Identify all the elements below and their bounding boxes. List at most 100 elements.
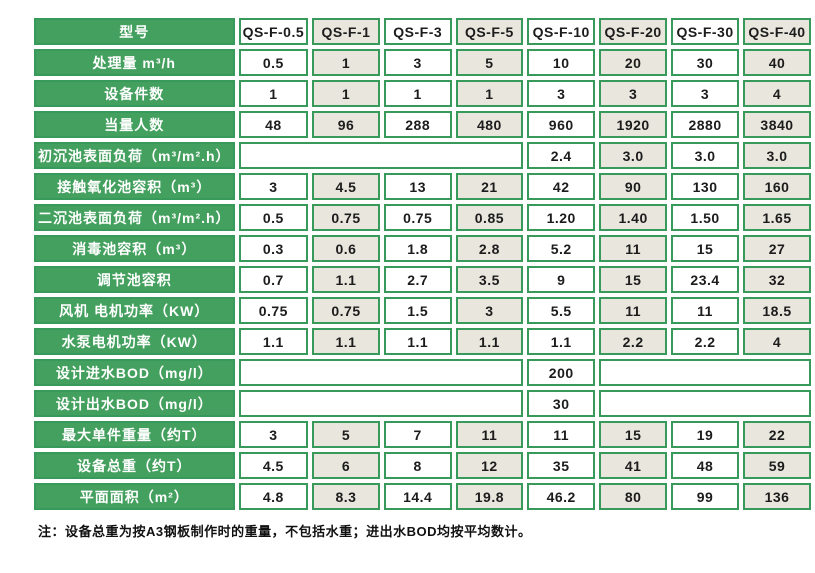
row-label: 设计出水BOD（mg/l） [34,390,235,417]
page: 型号 QS-F-0.5 QS-F-1 QS-F-3 QS-F-5 QS-F-10 QS-F-… [30,14,815,539]
value-cell: 0.5 [238,204,309,231]
value-cell: 0.75 [238,297,309,324]
value-cell: 2.7 [383,266,452,293]
value-cell: 2.2 [671,328,740,355]
table-row: 消毒池容积（m³） 0.3 0.6 1.8 2.8 5.2 11 15 27 [34,235,811,262]
value-cell: 1.8 [383,235,452,262]
row-label: 二沉池表面负荷（m³/m².h） [34,204,235,231]
value-cell: 1.5 [383,297,452,324]
value-cell: 960 [527,111,596,138]
value-cell: 1.1 [527,328,596,355]
value-cell: 3840 [743,111,811,138]
value-cell: 3 [455,297,524,324]
value-cell: 136 [743,483,811,510]
value-cell: 80 [599,483,668,510]
value-cell: 0.75 [383,204,452,231]
value-cell: 15 [599,266,668,293]
value-cell: 0.5 [238,49,309,76]
value-cell: 11 [455,421,524,448]
table-row: 设备件数 1 1 1 1 3 3 3 4 [34,80,811,107]
table-row: 最大单件重量（约T） 3 5 7 11 11 15 19 22 [34,421,811,448]
value-cell: 96 [312,111,380,138]
value-cell: 5.2 [527,235,596,262]
value-cell: 15 [599,421,668,448]
value-cell: 4 [743,80,811,107]
value-cell: 11 [671,297,740,324]
row-label: 最大单件重量（约T） [34,421,235,448]
value-cell: 1.1 [312,266,380,293]
value-cell: 8.3 [312,483,380,510]
value-cell: 14.4 [383,483,452,510]
value-cell: 1.1 [312,328,380,355]
value-cell: 480 [455,111,524,138]
table-row: 调节池容积 0.7 1.1 2.7 3.5 9 15 23.4 32 [34,266,811,293]
value-cell: 4.5 [312,173,380,200]
value-cell: 5 [312,421,380,448]
value-cell: 90 [599,173,668,200]
value-cell: 4.5 [238,452,309,479]
table-row: 水泵电机功率（KW） 1.1 1.1 1.1 1.1 1.1 2.2 2.2 4 [34,328,811,355]
value-cell: 48 [238,111,309,138]
value-cell: 27 [743,235,811,262]
value-cell: 8 [383,452,452,479]
value-cell: 41 [599,452,668,479]
value-cell: 1920 [599,111,668,138]
value-cell: 288 [383,111,452,138]
table-row: 风机 电机功率（KW） 0.75 0.75 1.5 3 5.5 11 11 18.5 [34,297,811,324]
value-cell: 13 [383,173,452,200]
row-label: 处理量 m³/h [34,49,235,76]
empty-cell [599,390,811,417]
value-cell: 46.2 [527,483,596,510]
row-label: 初沉池表面负荷（m³/m².h） [34,142,235,169]
value-cell: 1.1 [383,328,452,355]
empty-cell [238,142,524,169]
spec-table: 型号 QS-F-0.5 QS-F-1 QS-F-3 QS-F-5 QS-F-10 QS-F-… [30,14,815,514]
empty-cell [238,390,524,417]
table-row: 接触氧化池容积（m³） 3 4.5 13 21 42 90 130 160 [34,173,811,200]
value-cell: 1.20 [527,204,596,231]
model-header-cell: QS-F-5 [455,18,524,45]
value-cell: 99 [671,483,740,510]
value-cell: 15 [671,235,740,262]
value-cell: 3 [527,80,596,107]
row-label: 设备件数 [34,80,235,107]
value-cell: 32 [743,266,811,293]
value-cell: 3 [599,80,668,107]
value-cell: 3 [671,80,740,107]
row-label: 设备总重（约T） [34,452,235,479]
row-label: 消毒池容积（m³） [34,235,235,262]
value-cell: 3.0 [743,142,811,169]
value-cell: 5 [455,49,524,76]
value-cell: 4.8 [238,483,309,510]
row-label: 调节池容积 [34,266,235,293]
value-cell: 20 [599,49,668,76]
value-cell: 30 [671,49,740,76]
value-cell: 42 [527,173,596,200]
value-cell: 3.0 [671,142,740,169]
value-cell: 3.0 [599,142,668,169]
value-cell: 19.8 [455,483,524,510]
value-cell: 59 [743,452,811,479]
value-cell: 48 [671,452,740,479]
value-cell: 130 [671,173,740,200]
table-row: 初沉池表面负荷（m³/m².h） 2.4 3.0 3.0 3.0 [34,142,811,169]
value-cell: 1.65 [743,204,811,231]
model-header-cell: QS-F-1 [312,18,380,45]
value-cell: 1 [455,80,524,107]
model-header-cell: QS-F-3 [383,18,452,45]
value-cell: 3.5 [455,266,524,293]
value-cell: 3 [383,49,452,76]
value-cell: 11 [599,297,668,324]
footer-note: 注：设备总重为按A3钢板制作时的重量，不包括水重；进出水BOD均按平均数计。 [38,524,532,539]
table-row: 二沉池表面负荷（m³/m².h） 0.5 0.75 0.75 0.85 1.20 1.40 1… [34,204,811,231]
table-row: 平面面积（m²） 4.8 8.3 14.4 19.8 46.2 80 99 136 [34,483,811,510]
row-label: 平面面积（m²） [34,483,235,510]
value-cell: 5.5 [527,297,596,324]
value-cell: 160 [743,173,811,200]
value-cell: 0.75 [312,297,380,324]
value-cell: 200 [527,359,596,386]
value-cell: 10 [527,49,596,76]
value-cell: 11 [599,235,668,262]
model-column-header: 型号 [34,18,235,45]
value-cell: 0.75 [312,204,380,231]
